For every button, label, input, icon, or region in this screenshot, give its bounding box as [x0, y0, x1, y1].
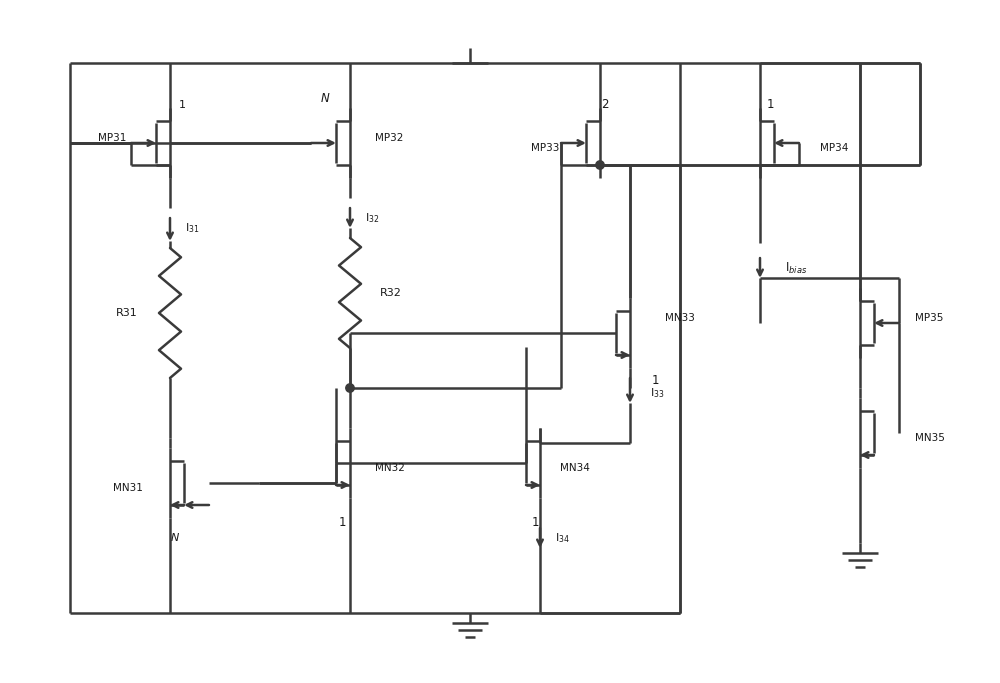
Text: 1: 1	[338, 516, 346, 529]
Text: I$_{bias}$: I$_{bias}$	[785, 260, 807, 275]
Text: MP34: MP34	[820, 143, 848, 153]
Text: 1: 1	[651, 374, 659, 387]
Text: MP32: MP32	[375, 133, 403, 143]
Text: 1: 1	[766, 98, 774, 111]
Text: MN35: MN35	[915, 433, 945, 443]
Text: 1: 1	[531, 516, 539, 529]
Text: 2: 2	[601, 98, 609, 111]
Text: N: N	[171, 533, 179, 543]
Circle shape	[346, 384, 354, 392]
Text: MP35: MP35	[915, 313, 943, 323]
Circle shape	[596, 161, 604, 169]
Text: I$_{31}$: I$_{31}$	[185, 221, 200, 235]
Text: I$_{34}$: I$_{34}$	[555, 531, 570, 545]
Text: I$_{33}$: I$_{33}$	[650, 386, 665, 400]
Text: 1: 1	[178, 100, 186, 110]
Text: MP33: MP33	[531, 143, 559, 153]
Text: MP31: MP31	[98, 133, 126, 143]
Text: MN33: MN33	[665, 313, 695, 323]
Text: R32: R32	[380, 288, 402, 298]
Text: MN34: MN34	[560, 463, 590, 473]
Text: MN31: MN31	[113, 483, 143, 493]
Text: MN32: MN32	[375, 463, 405, 473]
Text: N: N	[321, 92, 329, 104]
Text: R31: R31	[116, 308, 138, 318]
Text: I$_{32}$: I$_{32}$	[365, 211, 379, 225]
